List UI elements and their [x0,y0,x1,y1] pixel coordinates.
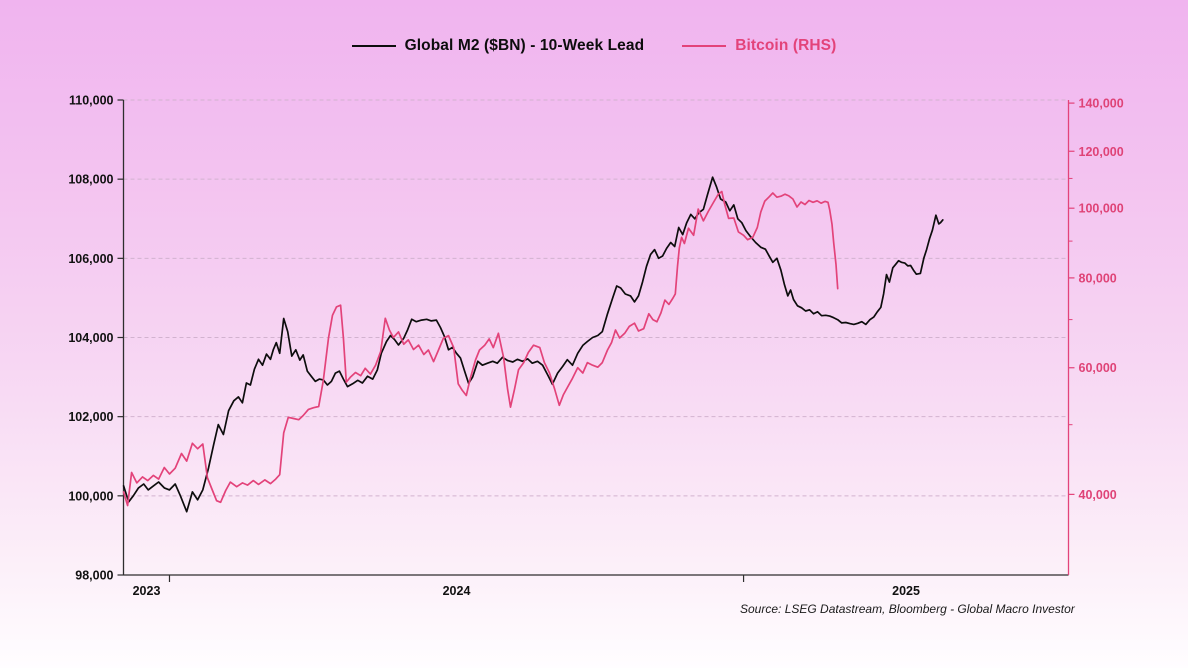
left-tick-label: 110,000 [69,94,114,108]
legend-item-m2: Global M2 ($BN) - 10-Week Lead [351,37,645,55]
left-tick-label: 108,000 [68,173,113,187]
left-tick-label: 98,000 [75,569,113,583]
x-axis-label-2025: 2025 [892,584,920,598]
x-axis-label-2024: 2024 [443,584,471,598]
right-tick-label: 40,000 [1079,488,1117,502]
left-tick-label: 102,000 [68,410,113,424]
gridlines [123,99,1069,497]
bitcoin-series-line [122,190,839,507]
legend-item-bitcoin: Bitcoin (RHS) [682,37,836,55]
axes: 98,000 100,000 102,000 104,000 106,000 108,00… [68,94,1123,599]
chart-legend: Global M2 ($BN) - 10-Week Lead Bitcoin (… [0,34,1188,58]
x-axis-label-2023: 2023 [133,584,161,598]
source-note: Source: LSEG Datastream, Bloomberg - Glo… [740,602,1075,616]
right-tick-label: 80,000 [1079,271,1117,285]
m2-line-swatch [351,45,396,47]
m2-legend-label: Global M2 ($BN) - 10-Week Lead [404,37,645,54]
right-tick-label: 100,000 [1079,202,1124,216]
bitcoin-legend-label: Bitcoin (RHS) [735,37,837,54]
bitcoin-line-swatch [682,45,727,47]
left-tick-label: 100,000 [68,489,113,503]
right-tick-label: 120,000 [1079,145,1124,159]
right-tick-label: 140,000 [1079,97,1124,111]
left-tick-label: 106,000 [68,252,113,266]
m2-series-line [122,176,944,513]
left-tick-label: 104,000 [68,331,113,345]
right-tick-label: 60,000 [1079,361,1117,375]
